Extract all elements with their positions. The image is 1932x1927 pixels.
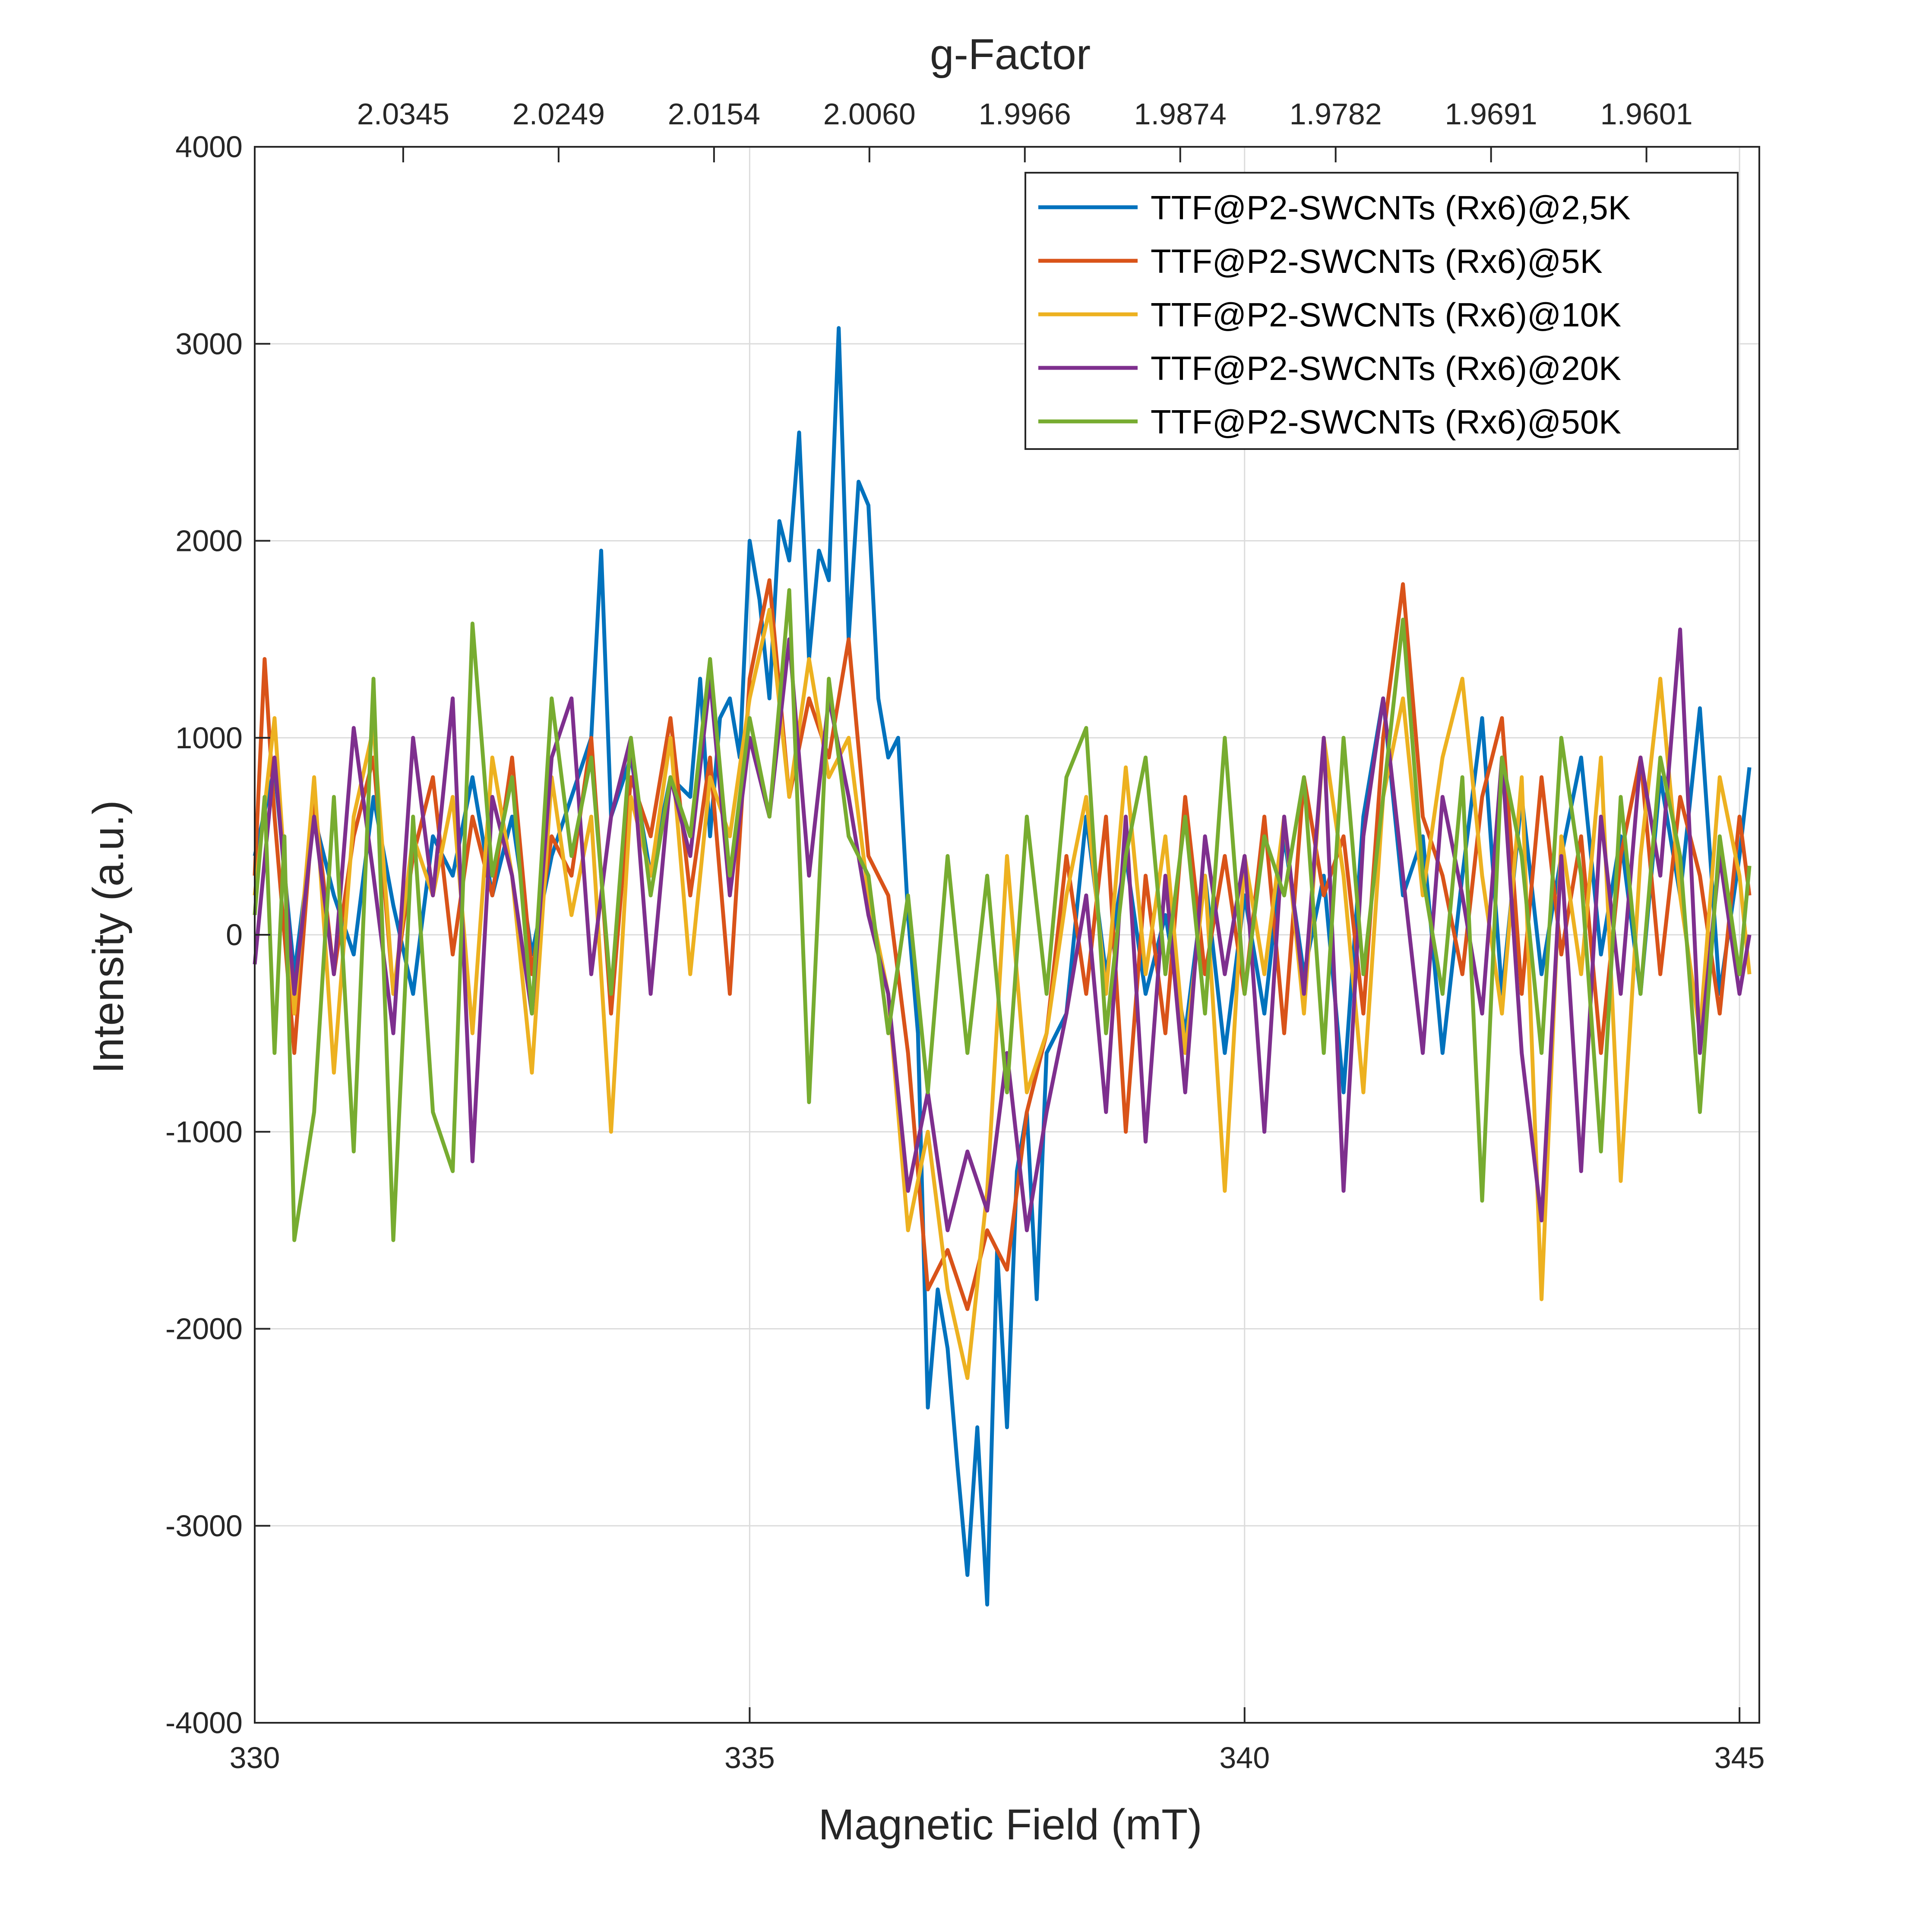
y-tick-label: -2000	[165, 1312, 243, 1346]
y-tick-label: -1000	[165, 1115, 243, 1149]
data-series	[253, 326, 1752, 1607]
y-tick-label: -3000	[165, 1509, 243, 1543]
legend-label-3: TTF@P2-SWCNTs (Rx6)@20K	[1151, 349, 1621, 387]
g-factor-tick-label: 2.0249	[512, 97, 605, 131]
x-tick-label: 345	[1714, 1741, 1765, 1775]
series-line-0	[253, 326, 1752, 1607]
legend-box	[1024, 172, 1739, 450]
y-tick-label: 1000	[175, 721, 243, 755]
legend-label-4: TTF@P2-SWCNTs (Rx6)@50K	[1151, 403, 1621, 441]
g-factor-tick-label: 1.9966	[979, 97, 1071, 131]
y-tick-label: 0	[226, 918, 243, 952]
x-axis-label: Magnetic Field (mT)	[818, 1800, 1202, 1849]
y-axis-label: Intensity (a.u.)	[84, 800, 133, 1074]
g-factor-tick-label: 2.0060	[823, 97, 916, 131]
series-line-4	[253, 588, 1752, 1242]
legend-label-2: TTF@P2-SWCNTs (Rx6)@10K	[1151, 296, 1621, 334]
y-tick-label: 3000	[175, 327, 243, 361]
legend-label-1: TTF@P2-SWCNTs (Rx6)@5K	[1151, 242, 1603, 280]
x-tick-label: 330	[230, 1741, 280, 1775]
series-line-3	[253, 627, 1752, 1232]
g-factor-tick-label: 1.9601	[1600, 97, 1693, 131]
g-factor-tick-label: 1.9782	[1290, 97, 1382, 131]
legend: TTF@P2-SWCNTs (Rx6)@2,5K TTF@P2-SWCNTs (R…	[1024, 172, 1739, 450]
y-tick-label: 2000	[175, 524, 243, 558]
y-tick-label: -4000	[165, 1706, 243, 1740]
g-factor-tick-label: 1.9691	[1445, 97, 1537, 131]
x-tick-label: 340	[1219, 1741, 1270, 1775]
x-tick-label: 335	[724, 1741, 775, 1775]
legend-label-0: TTF@P2-SWCNTs (Rx6)@2,5K	[1151, 189, 1631, 227]
g-factor-tick-label: 2.0345	[357, 97, 449, 131]
g-factor-tick-label: 1.9874	[1134, 97, 1227, 131]
axis-ticks: 330 335 340 345 4000 3000 2000 1000 0 -1000 -2000 -…	[165, 97, 1765, 1775]
g-factor-axis-label: g-Factor	[930, 30, 1091, 79]
g-factor-tick-label: 2.0154	[668, 97, 760, 131]
series-line-2	[253, 608, 1752, 1380]
y-tick-label: 4000	[175, 130, 243, 164]
